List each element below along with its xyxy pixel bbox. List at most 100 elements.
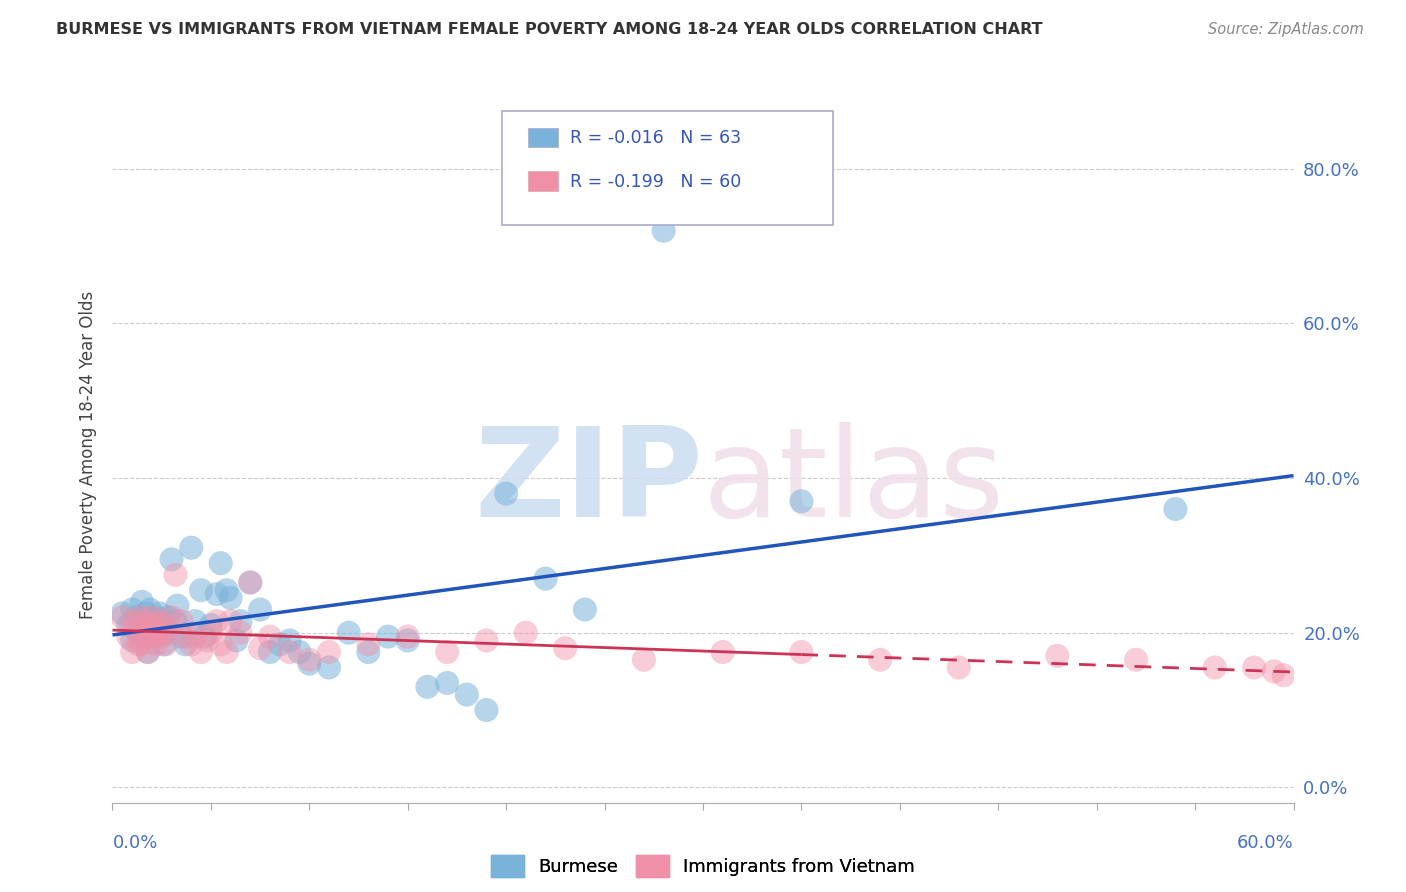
Point bbox=[288, 645, 311, 659]
Point bbox=[259, 630, 281, 644]
Point bbox=[229, 614, 252, 628]
Point bbox=[111, 607, 134, 621]
Point bbox=[131, 625, 153, 640]
Point bbox=[190, 583, 212, 598]
Point bbox=[869, 653, 891, 667]
Point bbox=[200, 618, 222, 632]
Point bbox=[117, 618, 139, 632]
Point bbox=[229, 625, 252, 640]
Point bbox=[209, 556, 232, 570]
Text: Source: ZipAtlas.com: Source: ZipAtlas.com bbox=[1208, 22, 1364, 37]
Point bbox=[121, 614, 143, 628]
Point bbox=[142, 622, 165, 636]
Point bbox=[215, 645, 238, 659]
FancyBboxPatch shape bbox=[502, 111, 832, 226]
Point bbox=[127, 637, 149, 651]
Point bbox=[416, 680, 439, 694]
Point bbox=[121, 645, 143, 659]
Point bbox=[269, 637, 291, 651]
Text: R = -0.016   N = 63: R = -0.016 N = 63 bbox=[569, 129, 741, 147]
Point bbox=[239, 575, 262, 590]
Point bbox=[1204, 660, 1226, 674]
Point bbox=[790, 645, 813, 659]
Point bbox=[205, 614, 228, 628]
Point bbox=[200, 625, 222, 640]
Point bbox=[184, 630, 207, 644]
Text: BURMESE VS IMMIGRANTS FROM VIETNAM FEMALE POVERTY AMONG 18-24 YEAR OLDS CORRELAT: BURMESE VS IMMIGRANTS FROM VIETNAM FEMAL… bbox=[56, 22, 1043, 37]
Point bbox=[139, 618, 162, 632]
Point bbox=[127, 625, 149, 640]
Point bbox=[225, 633, 247, 648]
Point bbox=[318, 660, 340, 674]
Legend: Burmese, Immigrants from Vietnam: Burmese, Immigrants from Vietnam bbox=[484, 847, 922, 884]
Point bbox=[554, 641, 576, 656]
Point bbox=[129, 610, 152, 624]
Point bbox=[456, 688, 478, 702]
Point bbox=[149, 614, 172, 628]
Point bbox=[131, 622, 153, 636]
Point bbox=[574, 602, 596, 616]
Point bbox=[357, 645, 380, 659]
Point bbox=[948, 660, 970, 674]
Point bbox=[1046, 648, 1069, 663]
Point bbox=[396, 630, 419, 644]
Point bbox=[1263, 665, 1285, 679]
Point bbox=[534, 572, 557, 586]
Point bbox=[145, 637, 167, 651]
Point bbox=[117, 630, 139, 644]
Point bbox=[155, 625, 177, 640]
Point bbox=[337, 625, 360, 640]
Point bbox=[141, 630, 163, 644]
Point bbox=[165, 567, 187, 582]
Point bbox=[174, 637, 197, 651]
Point bbox=[219, 591, 242, 605]
Point bbox=[125, 610, 148, 624]
Point bbox=[160, 552, 183, 566]
Point bbox=[515, 625, 537, 640]
Point bbox=[155, 637, 177, 651]
Point bbox=[1125, 653, 1147, 667]
Point bbox=[166, 599, 188, 613]
Point bbox=[174, 630, 197, 644]
Point bbox=[146, 625, 169, 640]
Point bbox=[357, 637, 380, 651]
Text: 60.0%: 60.0% bbox=[1237, 834, 1294, 852]
Point bbox=[136, 645, 159, 659]
Point bbox=[139, 602, 162, 616]
Point bbox=[125, 622, 148, 636]
FancyBboxPatch shape bbox=[529, 128, 558, 146]
Point bbox=[146, 618, 169, 632]
Point bbox=[150, 630, 173, 644]
Point bbox=[145, 630, 167, 644]
Point bbox=[239, 575, 262, 590]
Point bbox=[195, 633, 218, 648]
Point bbox=[170, 630, 193, 644]
Point bbox=[136, 618, 159, 632]
Point bbox=[249, 641, 271, 656]
Point bbox=[318, 645, 340, 659]
Point bbox=[278, 645, 301, 659]
Point bbox=[475, 703, 498, 717]
Point bbox=[278, 633, 301, 648]
Point bbox=[141, 610, 163, 624]
Text: atlas: atlas bbox=[703, 422, 1005, 543]
Point bbox=[1272, 668, 1295, 682]
Point bbox=[711, 645, 734, 659]
Point bbox=[184, 614, 207, 628]
Point bbox=[150, 614, 173, 628]
Point bbox=[141, 614, 163, 628]
Point bbox=[165, 614, 187, 628]
Point bbox=[298, 653, 321, 667]
Point bbox=[111, 610, 134, 624]
Point bbox=[180, 541, 202, 555]
Point bbox=[142, 618, 165, 632]
Point bbox=[156, 625, 179, 640]
Point bbox=[396, 633, 419, 648]
Point bbox=[652, 224, 675, 238]
Point bbox=[141, 625, 163, 640]
Point bbox=[160, 610, 183, 624]
Point bbox=[132, 614, 155, 628]
Point bbox=[436, 676, 458, 690]
Point bbox=[1164, 502, 1187, 516]
FancyBboxPatch shape bbox=[529, 171, 558, 191]
